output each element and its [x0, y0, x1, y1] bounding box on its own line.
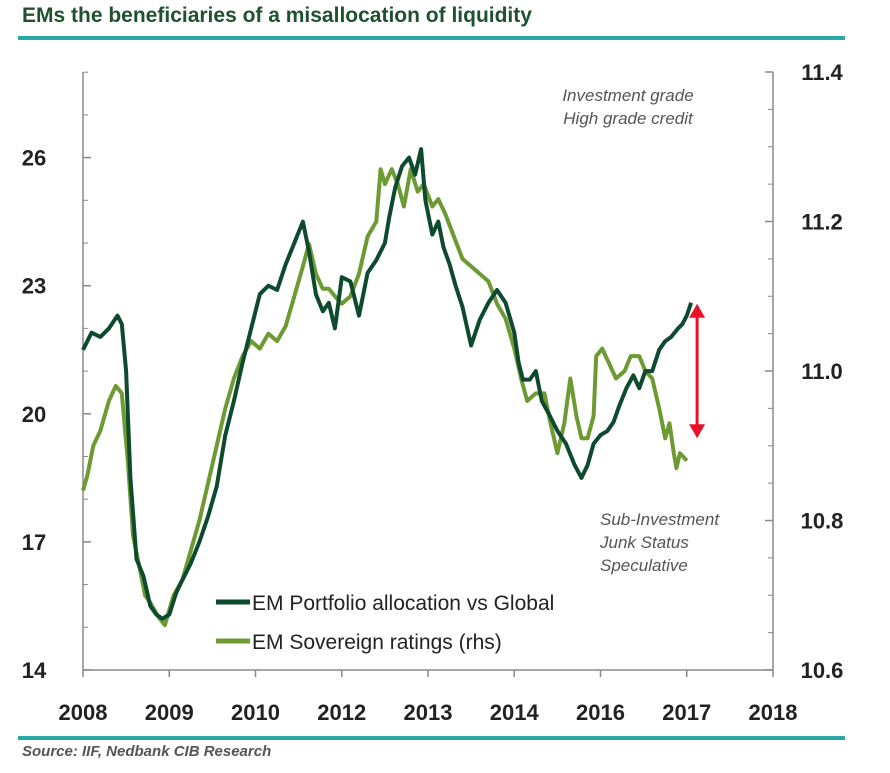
- left-tick-label: 14: [22, 658, 47, 683]
- x-tick-label: 2008: [59, 700, 108, 725]
- footer-rule: [18, 736, 845, 740]
- annotation-speculative: Speculative: [600, 556, 688, 575]
- left-axis-ticks: 14 17 20 23 26: [22, 71, 91, 683]
- legend-label-em-sovereign-ratings: EM Sovereign ratings (rhs): [252, 631, 502, 654]
- annotation-junk-status: Junk Status: [599, 533, 689, 552]
- legend-label-em-portfolio-allocation: EM Portfolio allocation vs Global: [252, 592, 554, 615]
- left-tick-label: 26: [22, 146, 46, 171]
- x-tick-label: 2017: [662, 700, 711, 725]
- annotation-high-grade-credit: High grade credit: [563, 109, 694, 128]
- right-tick-label: 10.8: [801, 509, 844, 534]
- series-line-em-portfolio-allocation: [81, 147, 693, 621]
- annotation-investment-grade: Investment grade: [562, 86, 693, 105]
- x-tick-label: 2014: [490, 700, 540, 725]
- right-axis-ticks: 10.6 10.8 11.0 11.2 11.4: [765, 60, 844, 683]
- left-tick-label: 17: [22, 530, 46, 555]
- right-tick-label: 10.6: [801, 658, 844, 683]
- chart: 14 17 20 23 26 10.6 10.8 11.0 11.2 11.4 2008 2009…: [22, 60, 844, 725]
- arrow-head-down: [689, 424, 706, 439]
- annotation-sub-investment: Sub-Investment: [600, 510, 720, 529]
- title-rule: [18, 36, 845, 40]
- x-tick-label: 2018: [749, 700, 798, 725]
- right-tick-label: 11.4: [801, 60, 843, 85]
- right-tick-label: 11.2: [801, 210, 843, 235]
- page-title: EMs the beneficiaries of a misallocation…: [22, 4, 532, 27]
- right-tick-label: 11.0: [801, 359, 843, 384]
- x-tick-label: 2016: [576, 700, 625, 725]
- arrow-head-up: [689, 303, 706, 318]
- double-arrow: [689, 303, 706, 439]
- x-tick-label: 2012: [317, 700, 366, 725]
- x-tick-label: 2010: [231, 700, 280, 725]
- x-tick-label: 2013: [404, 700, 453, 725]
- left-tick-label: 20: [22, 402, 46, 427]
- left-tick-label: 23: [22, 274, 46, 299]
- source-note: Source: IIF, Nedbank CIB Research: [22, 743, 272, 760]
- x-axis-ticks: 2008 2009 2010 2012 2013 2014 2016 2017 2018: [59, 670, 798, 725]
- legend: EM Portfolio allocation vs Global EM Sov…: [216, 592, 554, 654]
- x-tick-label: 2009: [145, 700, 194, 725]
